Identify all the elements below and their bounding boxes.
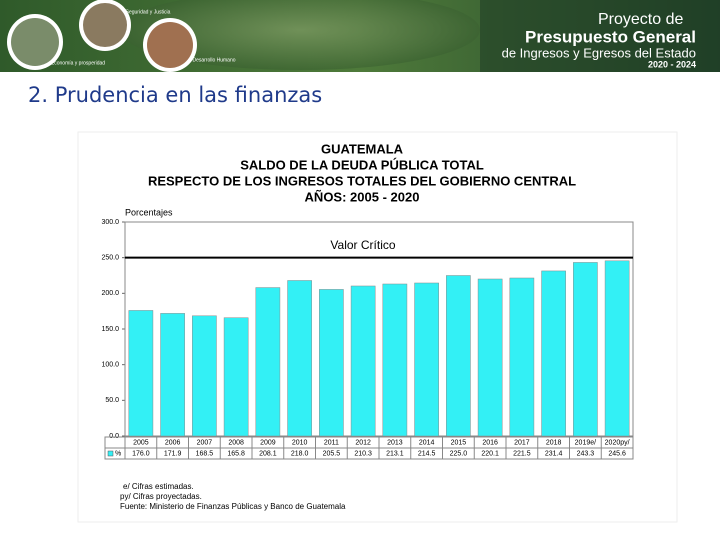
value-label: 176.0 bbox=[132, 450, 150, 457]
value-label: 218.0 bbox=[291, 450, 309, 457]
banner-shade bbox=[480, 0, 720, 72]
value-label: 213.1 bbox=[386, 450, 404, 457]
x-tick-label: 2005 bbox=[133, 439, 149, 446]
value-label: 205.5 bbox=[323, 450, 341, 457]
x-tick-label: 2010 bbox=[292, 439, 308, 446]
x-tick-label: 2009 bbox=[260, 439, 276, 446]
project-line: Proyecto de bbox=[598, 11, 683, 28]
y-tick-label: 300.0 bbox=[101, 219, 119, 226]
banner-foliage bbox=[120, 0, 480, 70]
chart-title: AÑOS: 2005 - 2020 bbox=[305, 189, 420, 204]
x-tick-label: 2020py/ bbox=[605, 439, 630, 446]
bar bbox=[414, 282, 439, 437]
bar bbox=[192, 315, 217, 437]
x-tick-label: 2013 bbox=[387, 439, 403, 446]
bar bbox=[509, 277, 535, 437]
bar bbox=[477, 278, 503, 437]
value-label: 221.5 bbox=[513, 450, 531, 457]
x-tick-label: 2015 bbox=[451, 439, 467, 446]
x-tick-label: 2006 bbox=[165, 439, 181, 446]
chart-title: GUATEMALA bbox=[321, 141, 404, 156]
value-label: 165.8 bbox=[227, 450, 245, 457]
bar bbox=[573, 262, 598, 437]
bar bbox=[160, 313, 185, 437]
bar bbox=[223, 317, 249, 437]
icon-label: Economía y prosperidad bbox=[51, 60, 105, 66]
legend-swatch bbox=[107, 450, 114, 457]
icon-label: Seguridad y Justicia bbox=[126, 9, 171, 15]
bar bbox=[541, 270, 566, 437]
bar bbox=[255, 287, 281, 437]
value-label: 208.1 bbox=[259, 450, 277, 457]
note: Fuente: Ministerio de Finanzas Públicas … bbox=[120, 502, 346, 511]
icon-photo bbox=[83, 3, 127, 47]
value-label: 231.4 bbox=[545, 450, 563, 457]
x-tick-label: 2007 bbox=[197, 439, 213, 446]
x-tick-label: 2018 bbox=[546, 439, 562, 446]
bar bbox=[287, 280, 312, 437]
value-label: 243.3 bbox=[577, 450, 595, 457]
project-line: 2020 - 2024 bbox=[648, 59, 696, 69]
y-tick-label: 200.0 bbox=[101, 290, 119, 297]
bar bbox=[128, 310, 154, 437]
bar bbox=[382, 283, 408, 437]
value-label: 168.5 bbox=[196, 450, 214, 457]
note: py/ Cifras proyectadas. bbox=[120, 492, 202, 501]
chart-title: SALDO DE LA DEUDA PÚBLICA TOTAL bbox=[240, 157, 484, 172]
x-tick-label: 2012 bbox=[355, 439, 371, 446]
reference-label: Valor Crítico bbox=[330, 238, 395, 252]
legend-label: % bbox=[115, 450, 121, 457]
slide-title: 2. Prudencia en las finanzas bbox=[28, 83, 322, 107]
value-label: 210.3 bbox=[354, 450, 372, 457]
y-tick-label: 100.0 bbox=[101, 362, 119, 369]
y-tick-label: 0.0 bbox=[109, 433, 119, 440]
chart-title: RESPECTO DE LOS INGRESOS TOTALES DEL GOB… bbox=[148, 173, 576, 188]
bar bbox=[350, 285, 376, 437]
icon-photo bbox=[147, 22, 193, 68]
x-tick-label: 2011 bbox=[324, 439, 339, 446]
icon-label: Desarrollo Humano bbox=[192, 57, 235, 63]
x-tick-label: 2014 bbox=[419, 439, 435, 446]
y-tick-label: 250.0 bbox=[101, 255, 119, 262]
x-tick-label: 2016 bbox=[482, 439, 498, 446]
icon-photo bbox=[11, 18, 59, 66]
y-tick-label: 50.0 bbox=[105, 397, 119, 404]
x-tick-label: 2008 bbox=[228, 439, 244, 446]
bar bbox=[319, 289, 344, 437]
project-line: de Ingresos y Egresos del Estado bbox=[502, 45, 696, 60]
value-label: 214.5 bbox=[418, 450, 436, 457]
bar bbox=[604, 260, 630, 437]
value-label: 225.0 bbox=[450, 450, 468, 457]
x-tick-label: 2017 bbox=[514, 439, 530, 446]
value-label: 171.9 bbox=[164, 450, 182, 457]
note: e/ Cifras estimadas. bbox=[123, 482, 194, 491]
plot-frame bbox=[124, 221, 634, 437]
x-tick-label: 2019e/ bbox=[575, 439, 596, 446]
y-axis-label: Porcentajes bbox=[125, 207, 173, 217]
bar bbox=[446, 275, 471, 437]
project-line: Presupuesto General bbox=[525, 27, 696, 46]
value-label: 220.1 bbox=[481, 450, 499, 457]
value-label: 245.6 bbox=[608, 450, 626, 457]
y-tick-label: 150.0 bbox=[101, 326, 119, 333]
